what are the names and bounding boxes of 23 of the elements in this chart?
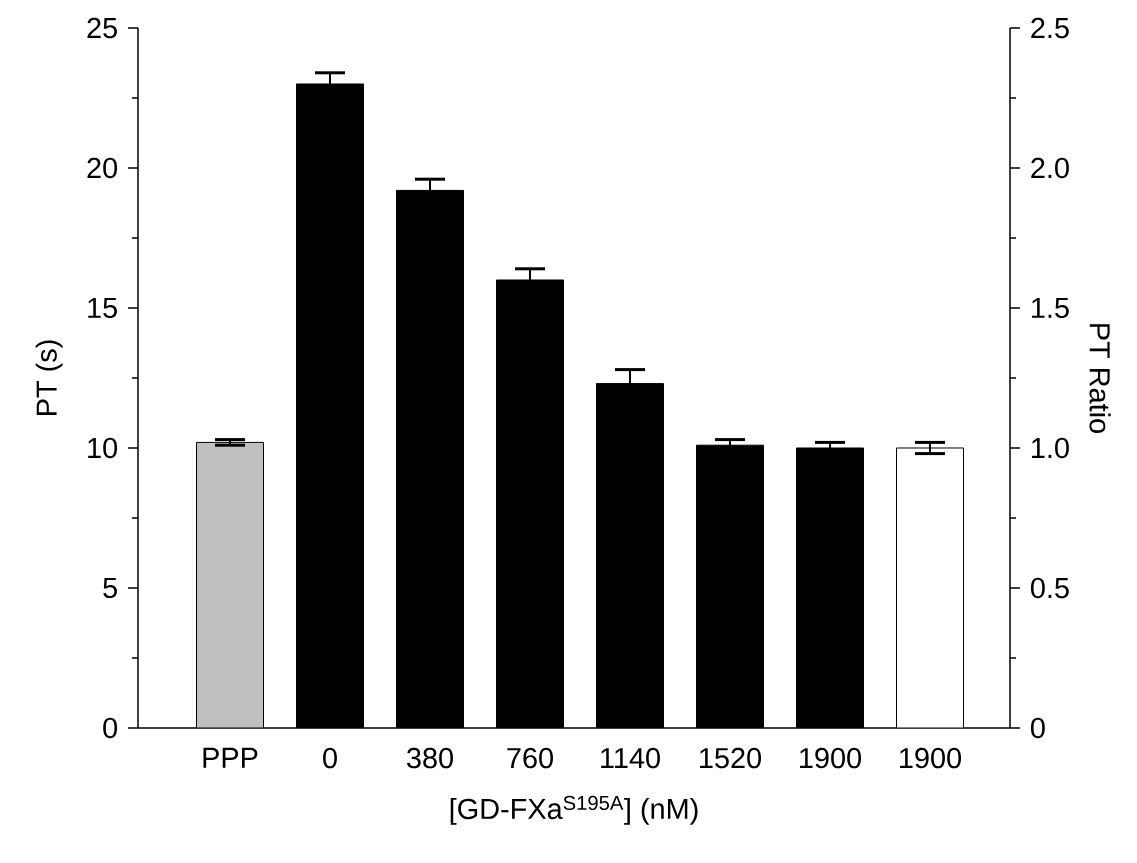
x-tick-label: 1900 (900, 747, 962, 769)
y-tick-label: 5 (103, 577, 117, 599)
x-tick-label: 380 (407, 747, 453, 769)
y2-tick-label: 1.5 (1032, 297, 1069, 319)
y-tick-label: 20 (87, 157, 118, 179)
x-axis-title: [GD-FXa$^{S195A}$] (nM) (450, 795, 698, 825)
y-tick-label: 25 (87, 17, 117, 39)
y2-tick-label: 2.5 (1031, 17, 1069, 39)
x-tick-label: PPP (203, 747, 258, 768)
x-tick-label: 760 (507, 747, 553, 769)
x-tick-label: 1520 (700, 747, 761, 769)
x-tick-label: 0 (323, 747, 337, 769)
y2-tick-label: 1.0 (1032, 437, 1069, 459)
y-tick-label: 0 (103, 717, 118, 739)
y-axis-title: PT (s) (35, 340, 63, 415)
x-tick-label: 1140 (601, 747, 660, 769)
y2-tick-label: 0 (1030, 717, 1045, 739)
y2-axis-title: PT Ratio (1089, 324, 1111, 433)
y2-tick-label: 0.5 (1030, 577, 1069, 599)
y2-tick-label: 2.0 (1031, 157, 1069, 179)
x-tick-label: 1900 (800, 747, 861, 769)
y-tick-label: 15 (88, 297, 117, 319)
y-tick-label: 10 (88, 437, 118, 459)
